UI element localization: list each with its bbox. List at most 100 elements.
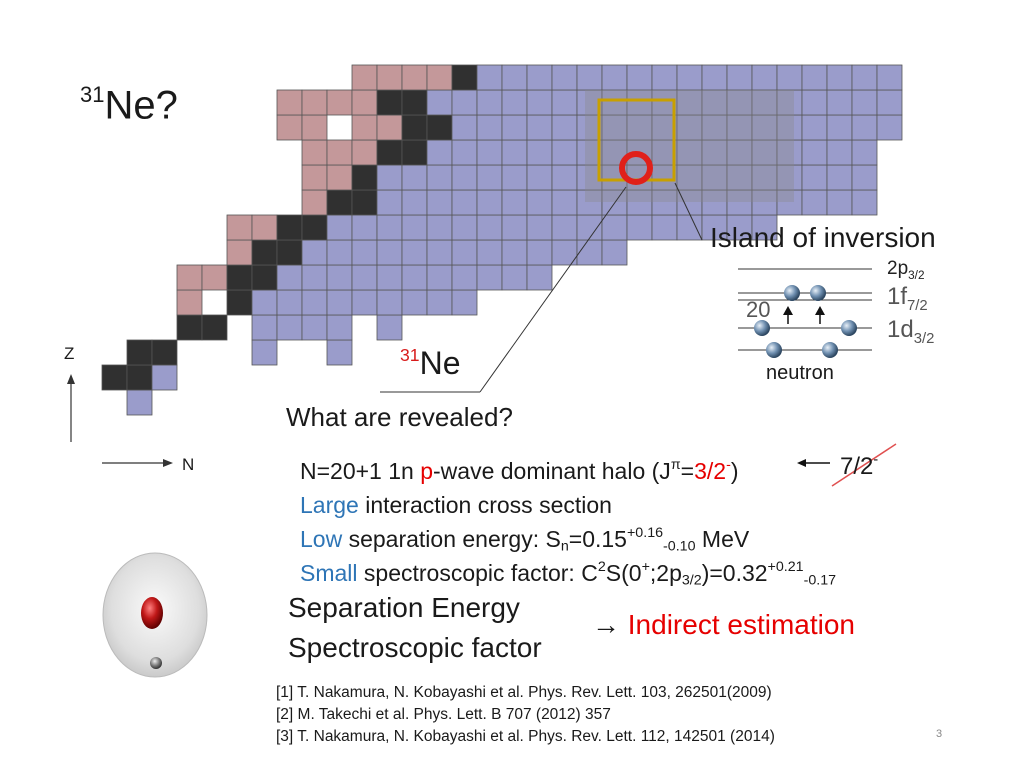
nuclide-cell [426, 289, 453, 316]
text: S(0 [605, 560, 642, 586]
magic-number: 20 [746, 297, 771, 322]
nuclide-cell [401, 289, 428, 316]
nuclide-cell [726, 89, 753, 116]
nuclide-cell [276, 289, 303, 316]
nuclide-cell [476, 164, 503, 191]
nuclide-cell [876, 64, 903, 91]
nuclide-cell [126, 389, 153, 416]
nuclide-cell [301, 89, 328, 116]
nuclide-cell [701, 64, 728, 91]
nuclide-cell [501, 114, 528, 141]
upper-error: +0.16 [626, 525, 664, 542]
nuclide-cell [851, 64, 878, 91]
nuclide-cell [776, 64, 803, 91]
excitation-arrow-head-icon [815, 306, 825, 315]
nuclide-cell [551, 139, 578, 166]
nuclide-cell [751, 164, 778, 191]
strike-line [831, 443, 897, 487]
j-pointer-arrow-icon [797, 459, 806, 467]
title-text: Ne? [104, 83, 178, 128]
nuclide-cell [626, 89, 653, 116]
nuclide-cell [401, 64, 428, 91]
nuclide-cell [501, 164, 528, 191]
nuclide-cell [476, 139, 503, 166]
nuclide-cell [276, 214, 303, 241]
nuclide-cell [301, 114, 328, 141]
nuclide-cell [376, 189, 403, 216]
nuclide-cell [301, 264, 328, 291]
nuclide-cell [326, 189, 353, 216]
method-separation-energy: Separation Energy [288, 592, 520, 623]
nuclide-cell [601, 114, 628, 141]
nuclide-cell [226, 264, 253, 291]
nuclide-cell [351, 214, 378, 241]
neutron-caption: neutron [766, 362, 834, 384]
nuclide-cell [801, 139, 828, 166]
nuclide-cell [326, 164, 353, 191]
nuclide-cell [501, 139, 528, 166]
level-label-1f72: 1f7/2 [887, 283, 928, 314]
nuclide-cell [501, 64, 528, 91]
ne31-marker-icon [619, 151, 653, 185]
nuclide-cell [801, 164, 828, 191]
nuclide-cell [451, 64, 478, 91]
nuclide-cell [401, 239, 428, 266]
conclusion: → Indirect estimation [592, 609, 855, 641]
nuclide-cell [251, 314, 278, 341]
level-j: 7/2 [907, 297, 928, 314]
keyword: Low [300, 526, 343, 552]
lower-error: -0.17 [803, 572, 837, 589]
nucleus-label: 31Ne [400, 345, 460, 382]
nuclide-cell [451, 289, 478, 316]
p-wave-letter: p [420, 458, 434, 484]
nuclide-cell [651, 214, 678, 241]
nuclide-cell [801, 114, 828, 141]
nuclide-cell [426, 214, 453, 241]
nuclide-cell [826, 189, 853, 216]
crossed-spin: 7/2- [840, 452, 878, 481]
nuclide-cell [376, 214, 403, 241]
neutron-icon [822, 342, 838, 358]
nuclide-cell [451, 89, 478, 116]
findings-list: N=20+1 1n p-wave dominant halo (Jπ=3/2-)… [300, 454, 836, 590]
nuclide-cell [726, 64, 753, 91]
nuclide-cell [326, 314, 353, 341]
nuclide-cell [276, 314, 303, 341]
nuclide-cell [326, 289, 353, 316]
nuclide-cell [426, 139, 453, 166]
neutron-icon [766, 342, 782, 358]
nuclide-cell [476, 64, 503, 91]
nuclide-cell [501, 89, 528, 116]
value: )=0.32 [701, 560, 768, 586]
parity-sign: - [726, 457, 731, 474]
nuclide-cell [251, 239, 278, 266]
nuclide-cell [601, 214, 628, 241]
nuclide-cell [376, 114, 403, 141]
nuclide-cell [251, 264, 278, 291]
nuclide-cell [601, 64, 628, 91]
level-j: 3/2 [913, 330, 935, 347]
nuclide-cell [376, 64, 403, 91]
nuclide-cell [876, 89, 903, 116]
level-label-1d32: 1d3/2 [887, 316, 934, 347]
nuclide-cell [701, 139, 728, 166]
nuclide-cell [226, 289, 253, 316]
nuclide-cell [576, 189, 603, 216]
question: What are revealed? [286, 402, 513, 432]
nuclide-cell [301, 189, 328, 216]
nuclide-cell [826, 114, 853, 141]
nuclide-cell [401, 89, 428, 116]
nuclide-cell [426, 264, 453, 291]
nuclide-cell [301, 239, 328, 266]
nuclide-cell [401, 139, 428, 166]
nuclide-cell [726, 139, 753, 166]
n-axis-label: N [182, 455, 195, 474]
superscript: + [641, 559, 650, 576]
nuclide-cell [626, 114, 653, 141]
unit: MeV [695, 526, 750, 552]
nuclide-cell [451, 114, 478, 141]
nuclide-cell [126, 339, 153, 366]
nuclide-cell [551, 164, 578, 191]
nuclide-cell [451, 239, 478, 266]
nuclide-cell [551, 214, 578, 241]
